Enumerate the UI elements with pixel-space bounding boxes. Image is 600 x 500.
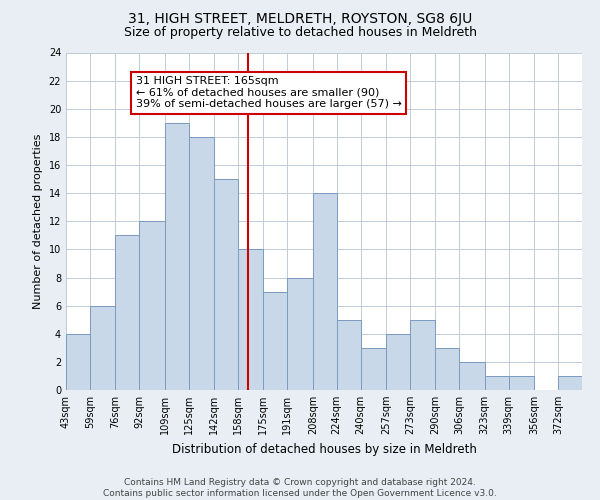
Bar	[337, 320, 361, 390]
Bar	[263, 292, 287, 390]
X-axis label: Distribution of detached houses by size in Meldreth: Distribution of detached houses by size …	[172, 442, 476, 456]
Bar	[90, 306, 115, 390]
Bar	[509, 376, 534, 390]
Bar	[165, 123, 188, 390]
Y-axis label: Number of detached properties: Number of detached properties	[33, 134, 43, 309]
Text: Size of property relative to detached houses in Meldreth: Size of property relative to detached ho…	[124, 26, 476, 39]
Bar	[115, 236, 139, 390]
Bar	[188, 137, 214, 390]
Text: 31, HIGH STREET, MELDRETH, ROYSTON, SG8 6JU: 31, HIGH STREET, MELDRETH, ROYSTON, SG8 …	[128, 12, 472, 26]
Bar	[485, 376, 509, 390]
Bar	[558, 376, 582, 390]
Bar	[287, 278, 313, 390]
Bar	[238, 250, 263, 390]
Bar	[139, 221, 165, 390]
Bar	[386, 334, 410, 390]
Bar	[460, 362, 485, 390]
Bar	[436, 348, 460, 390]
Bar	[214, 179, 238, 390]
Bar	[361, 348, 386, 390]
Bar	[66, 334, 90, 390]
Text: 31 HIGH STREET: 165sqm
← 61% of detached houses are smaller (90)
39% of semi-det: 31 HIGH STREET: 165sqm ← 61% of detached…	[136, 76, 401, 110]
Bar	[410, 320, 436, 390]
Text: Contains HM Land Registry data © Crown copyright and database right 2024.
Contai: Contains HM Land Registry data © Crown c…	[103, 478, 497, 498]
Bar	[313, 193, 337, 390]
